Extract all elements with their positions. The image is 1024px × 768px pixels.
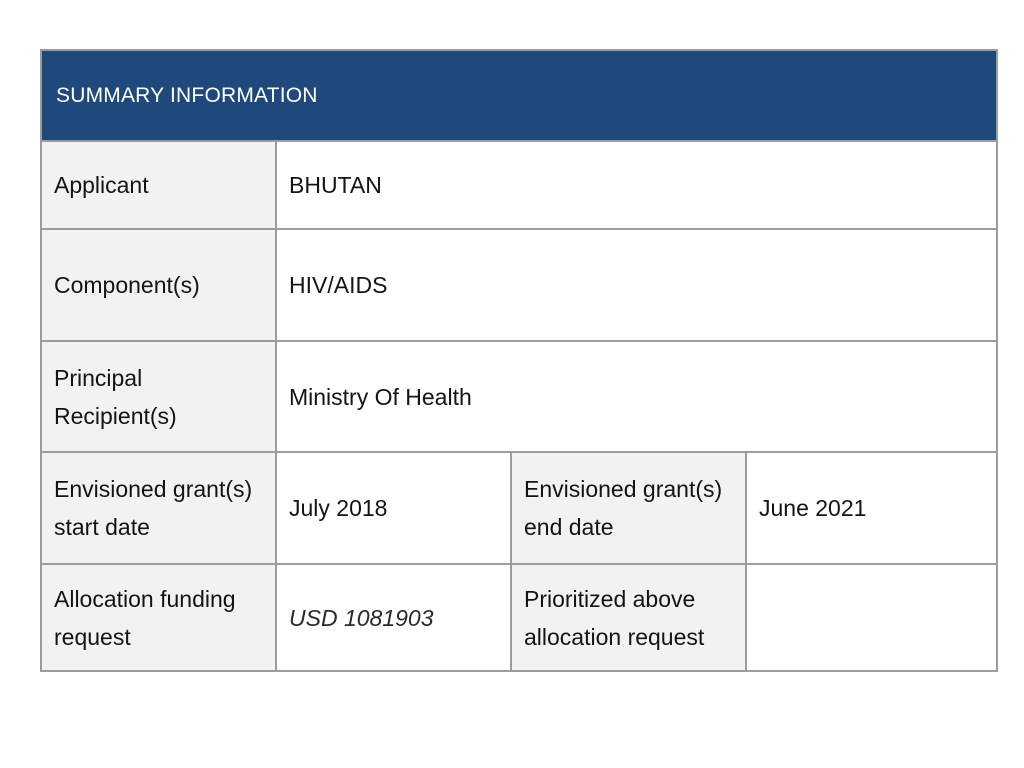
components-row: Component(s) HIV/AIDS xyxy=(40,228,999,342)
principal-recipients-value: Ministry Of Health xyxy=(274,340,999,453)
components-label: Component(s) xyxy=(40,228,277,342)
components-value: HIV/AIDS xyxy=(274,228,999,342)
start-date-label: Envisioned grant(s) start date xyxy=(40,451,277,565)
allocation-label: Allocation funding request xyxy=(40,563,277,672)
prioritized-value xyxy=(744,563,999,672)
applicant-label: Applicant xyxy=(40,140,277,230)
end-date-label: Envisioned grant(s) end date xyxy=(510,451,747,565)
funding-row: Allocation funding request USD 1081903 P… xyxy=(40,563,999,672)
prioritized-label: Prioritized above allocation request xyxy=(510,563,747,672)
applicant-row: Applicant BHUTAN xyxy=(40,140,999,230)
summary-header-title: SUMMARY INFORMATION xyxy=(39,49,999,142)
grant-dates-row: Envisioned grant(s) start date July 2018… xyxy=(40,451,999,565)
start-date-value: July 2018 xyxy=(275,451,512,565)
principal-recipients-row: Principal Recipient(s) Ministry Of Healt… xyxy=(40,340,999,453)
summary-table: SUMMARY INFORMATION Applicant BHUTAN Com… xyxy=(39,49,999,672)
applicant-value: BHUTAN xyxy=(274,140,999,230)
principal-recipients-label: Principal Recipient(s) xyxy=(40,340,277,453)
allocation-value: USD 1081903 xyxy=(275,563,512,672)
end-date-value: June 2021 xyxy=(744,451,999,565)
summary-header-row: SUMMARY INFORMATION xyxy=(39,49,999,142)
